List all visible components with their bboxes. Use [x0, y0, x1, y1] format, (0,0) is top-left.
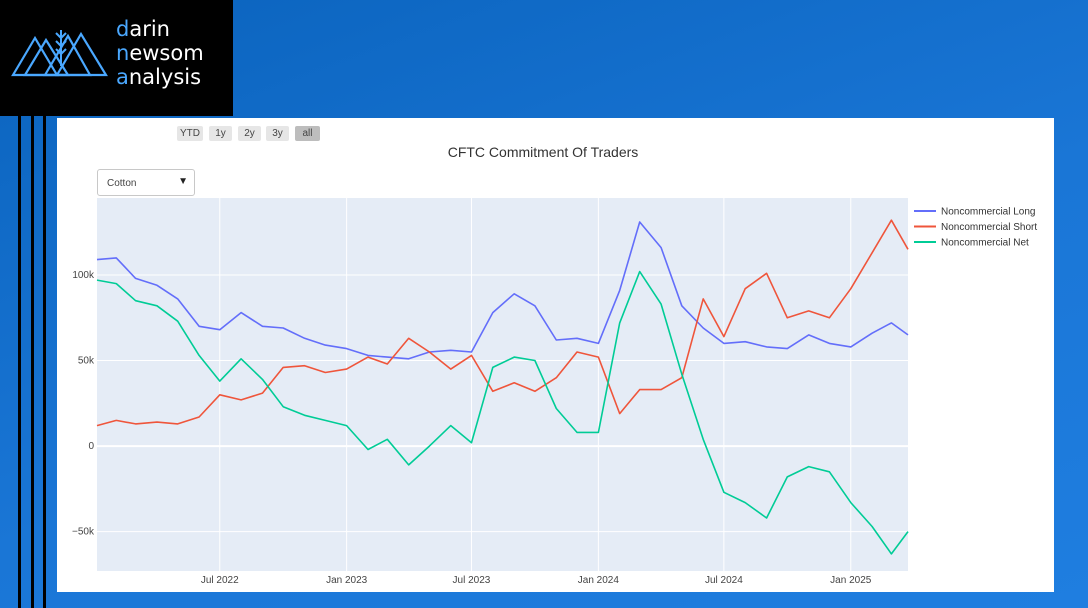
y-tick-label: 100k — [72, 270, 95, 281]
x-tick-label: Jan 2023 — [326, 575, 368, 586]
x-tick-label: Jul 2023 — [453, 575, 491, 586]
brand-wordmark: darin newsom analysis — [116, 17, 204, 89]
decor-bar — [43, 116, 46, 608]
plot-area[interactable] — [97, 198, 908, 571]
mountains-wheat-icon — [11, 30, 108, 77]
legend-label-noncommercial-short: Noncommercial Short — [941, 222, 1037, 233]
legend-label-noncommercial-long: Noncommercial Long — [941, 207, 1036, 218]
series-line-noncommercial-long — [96, 221, 909, 360]
decor-bar — [31, 116, 34, 608]
y-axis: 100k 50k 0 −50k — [72, 270, 95, 538]
x-tick-label: Jul 2022 — [201, 575, 239, 586]
series-line-noncommercial-short — [96, 219, 909, 427]
range-button-all[interactable]: all — [295, 126, 320, 141]
x-tick-label: Jan 2024 — [578, 575, 620, 586]
decor-bar — [18, 116, 21, 608]
range-button-2y[interactable]: 2y — [238, 126, 261, 141]
series-line-noncommercial-net — [96, 270, 909, 555]
series-group — [96, 219, 909, 555]
y-tick-label: 50k — [78, 356, 95, 367]
gridlines — [97, 198, 908, 571]
x-axis: Jul 2022 Jan 2023 Jul 2023 Jan 2024 Jul 2024… — [201, 575, 872, 586]
x-tick-label: Jan 2025 — [830, 575, 872, 586]
chart-title: CFTC Commitment Of Traders — [448, 144, 639, 160]
y-tick-label: 0 — [88, 441, 94, 452]
brand-logo: darin newsom analysis — [0, 0, 233, 116]
range-button-1y[interactable]: 1y — [209, 126, 232, 141]
y-tick-label: −50k — [72, 527, 95, 538]
commodity-dropdown-value: Cotton — [107, 178, 137, 189]
legend: Noncommercial Long Noncommercial Short Non… — [914, 207, 1037, 249]
dropdown-arrow-icon: ▼ — [178, 176, 188, 187]
x-tick-label: Jul 2024 — [705, 575, 743, 586]
range-button-ytd[interactable]: YTD — [177, 126, 203, 141]
commodity-dropdown[interactable]: Cotton ▼ — [97, 169, 195, 196]
legend-label-noncommercial-net: Noncommercial Net — [941, 238, 1029, 249]
range-button-3y[interactable]: 3y — [266, 126, 289, 141]
